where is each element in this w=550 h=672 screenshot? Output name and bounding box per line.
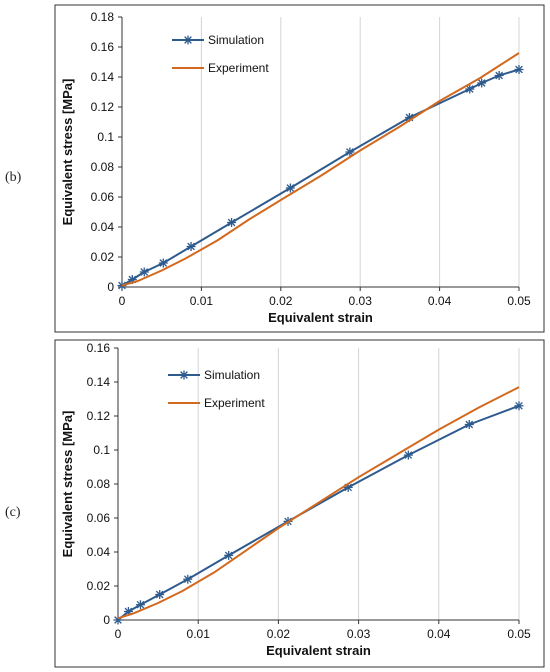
y-tick-label-b-4: 0.08 xyxy=(91,160,115,174)
data-point-simulation-b-12 xyxy=(514,65,524,74)
y-tick-label-c-6: 0.12 xyxy=(87,409,111,423)
data-point-simulation-c-8 xyxy=(403,450,413,460)
x-tick-label-b-1: 0.01 xyxy=(190,294,214,308)
y-tick-label-c-3: 0.06 xyxy=(87,511,111,525)
x-tick-label-c-2: 0.02 xyxy=(267,627,291,641)
data-point-simulation-b-4 xyxy=(186,242,196,251)
legend-marker-simulation-c xyxy=(179,370,189,380)
data-point-simulation-c-3 xyxy=(155,590,165,599)
data-point-simulation-b-10 xyxy=(477,78,487,88)
series-line-experiment-b xyxy=(121,52,520,287)
y-tick-label-b-6: 0.12 xyxy=(91,100,115,114)
y-tick-label-b-3: 0.06 xyxy=(91,190,115,204)
panel-label-b: (b) xyxy=(5,170,22,185)
series-line-simulation-c xyxy=(117,404,520,621)
x-tick-label-b-5: 0.05 xyxy=(507,294,531,308)
data-point-simulation-c-5 xyxy=(224,550,234,560)
y-axis-label-c: Equivalent stress [MPa] xyxy=(60,411,75,558)
data-point-simulation-c-9 xyxy=(464,420,474,429)
data-point-simulation-b-7 xyxy=(345,147,355,157)
x-tick-label-b-4: 0.04 xyxy=(428,294,452,308)
data-point-simulation-b-9 xyxy=(465,84,475,94)
x-tick-label-c-0: 0 xyxy=(115,627,122,641)
x-tick-label-b-2: 0.02 xyxy=(269,294,293,308)
y-tick-label-c-4: 0.08 xyxy=(87,477,111,491)
x-tick-label-c-5: 0.05 xyxy=(507,627,531,641)
legend-label-simulation-b: Simulation xyxy=(208,33,264,47)
y-tick-label-b-0: 0 xyxy=(107,280,114,294)
y-tick-label-b-5: 0.1 xyxy=(97,130,114,144)
data-point-simulation-b-11 xyxy=(494,71,504,80)
x-tick-label-c-1: 0.01 xyxy=(187,627,211,641)
y-tick-label-b-7: 0.14 xyxy=(91,70,115,84)
data-point-simulation-c-10 xyxy=(514,401,524,411)
y-tick-label-c-0: 0 xyxy=(103,613,110,627)
y-tick-label-b-1: 0.02 xyxy=(91,250,115,264)
legend-label-simulation-c: Simulation xyxy=(204,368,260,382)
x-tick-label-c-3: 0.03 xyxy=(347,627,371,641)
legend-label-experiment-c: Experiment xyxy=(204,396,265,410)
y-axis-label-b: Equivalent stress [MPa] xyxy=(60,79,75,226)
x-axis-label-b: Equivalent strain xyxy=(268,310,373,325)
x-tick-label-b-0: 0 xyxy=(119,294,126,308)
data-point-simulation-c-2 xyxy=(135,600,145,610)
data-point-simulation-c-4 xyxy=(183,574,193,584)
panel-label-c: (c) xyxy=(5,505,21,520)
y-tick-label-c-2: 0.04 xyxy=(87,545,111,559)
chart-frame-b xyxy=(54,4,545,333)
legend-label-experiment-b: Experiment xyxy=(208,61,269,75)
y-tick-label-b-2: 0.04 xyxy=(91,220,115,234)
data-point-simulation-b-5 xyxy=(227,218,237,227)
legend-marker-simulation-b xyxy=(183,35,193,45)
y-tick-label-b-9: 0.18 xyxy=(91,10,115,24)
data-point-simulation-b-3 xyxy=(158,258,168,268)
series-line-experiment-c xyxy=(117,386,520,620)
data-point-simulation-b-6 xyxy=(285,183,295,193)
x-axis-label-c: Equivalent strain xyxy=(266,643,371,658)
y-tick-label-b-8: 0.16 xyxy=(91,40,115,54)
y-tick-label-c-5: 0.1 xyxy=(93,443,110,457)
y-tick-label-c-1: 0.02 xyxy=(87,579,111,593)
x-tick-label-b-3: 0.03 xyxy=(349,294,373,308)
y-tick-label-c-7: 0.14 xyxy=(87,375,111,389)
x-tick-label-c-4: 0.04 xyxy=(427,627,451,641)
series-line-simulation-b xyxy=(121,68,520,287)
y-tick-label-c-8: 0.16 xyxy=(87,341,111,355)
data-point-simulation-b-2 xyxy=(139,267,149,277)
chart-frame-c xyxy=(54,339,545,668)
